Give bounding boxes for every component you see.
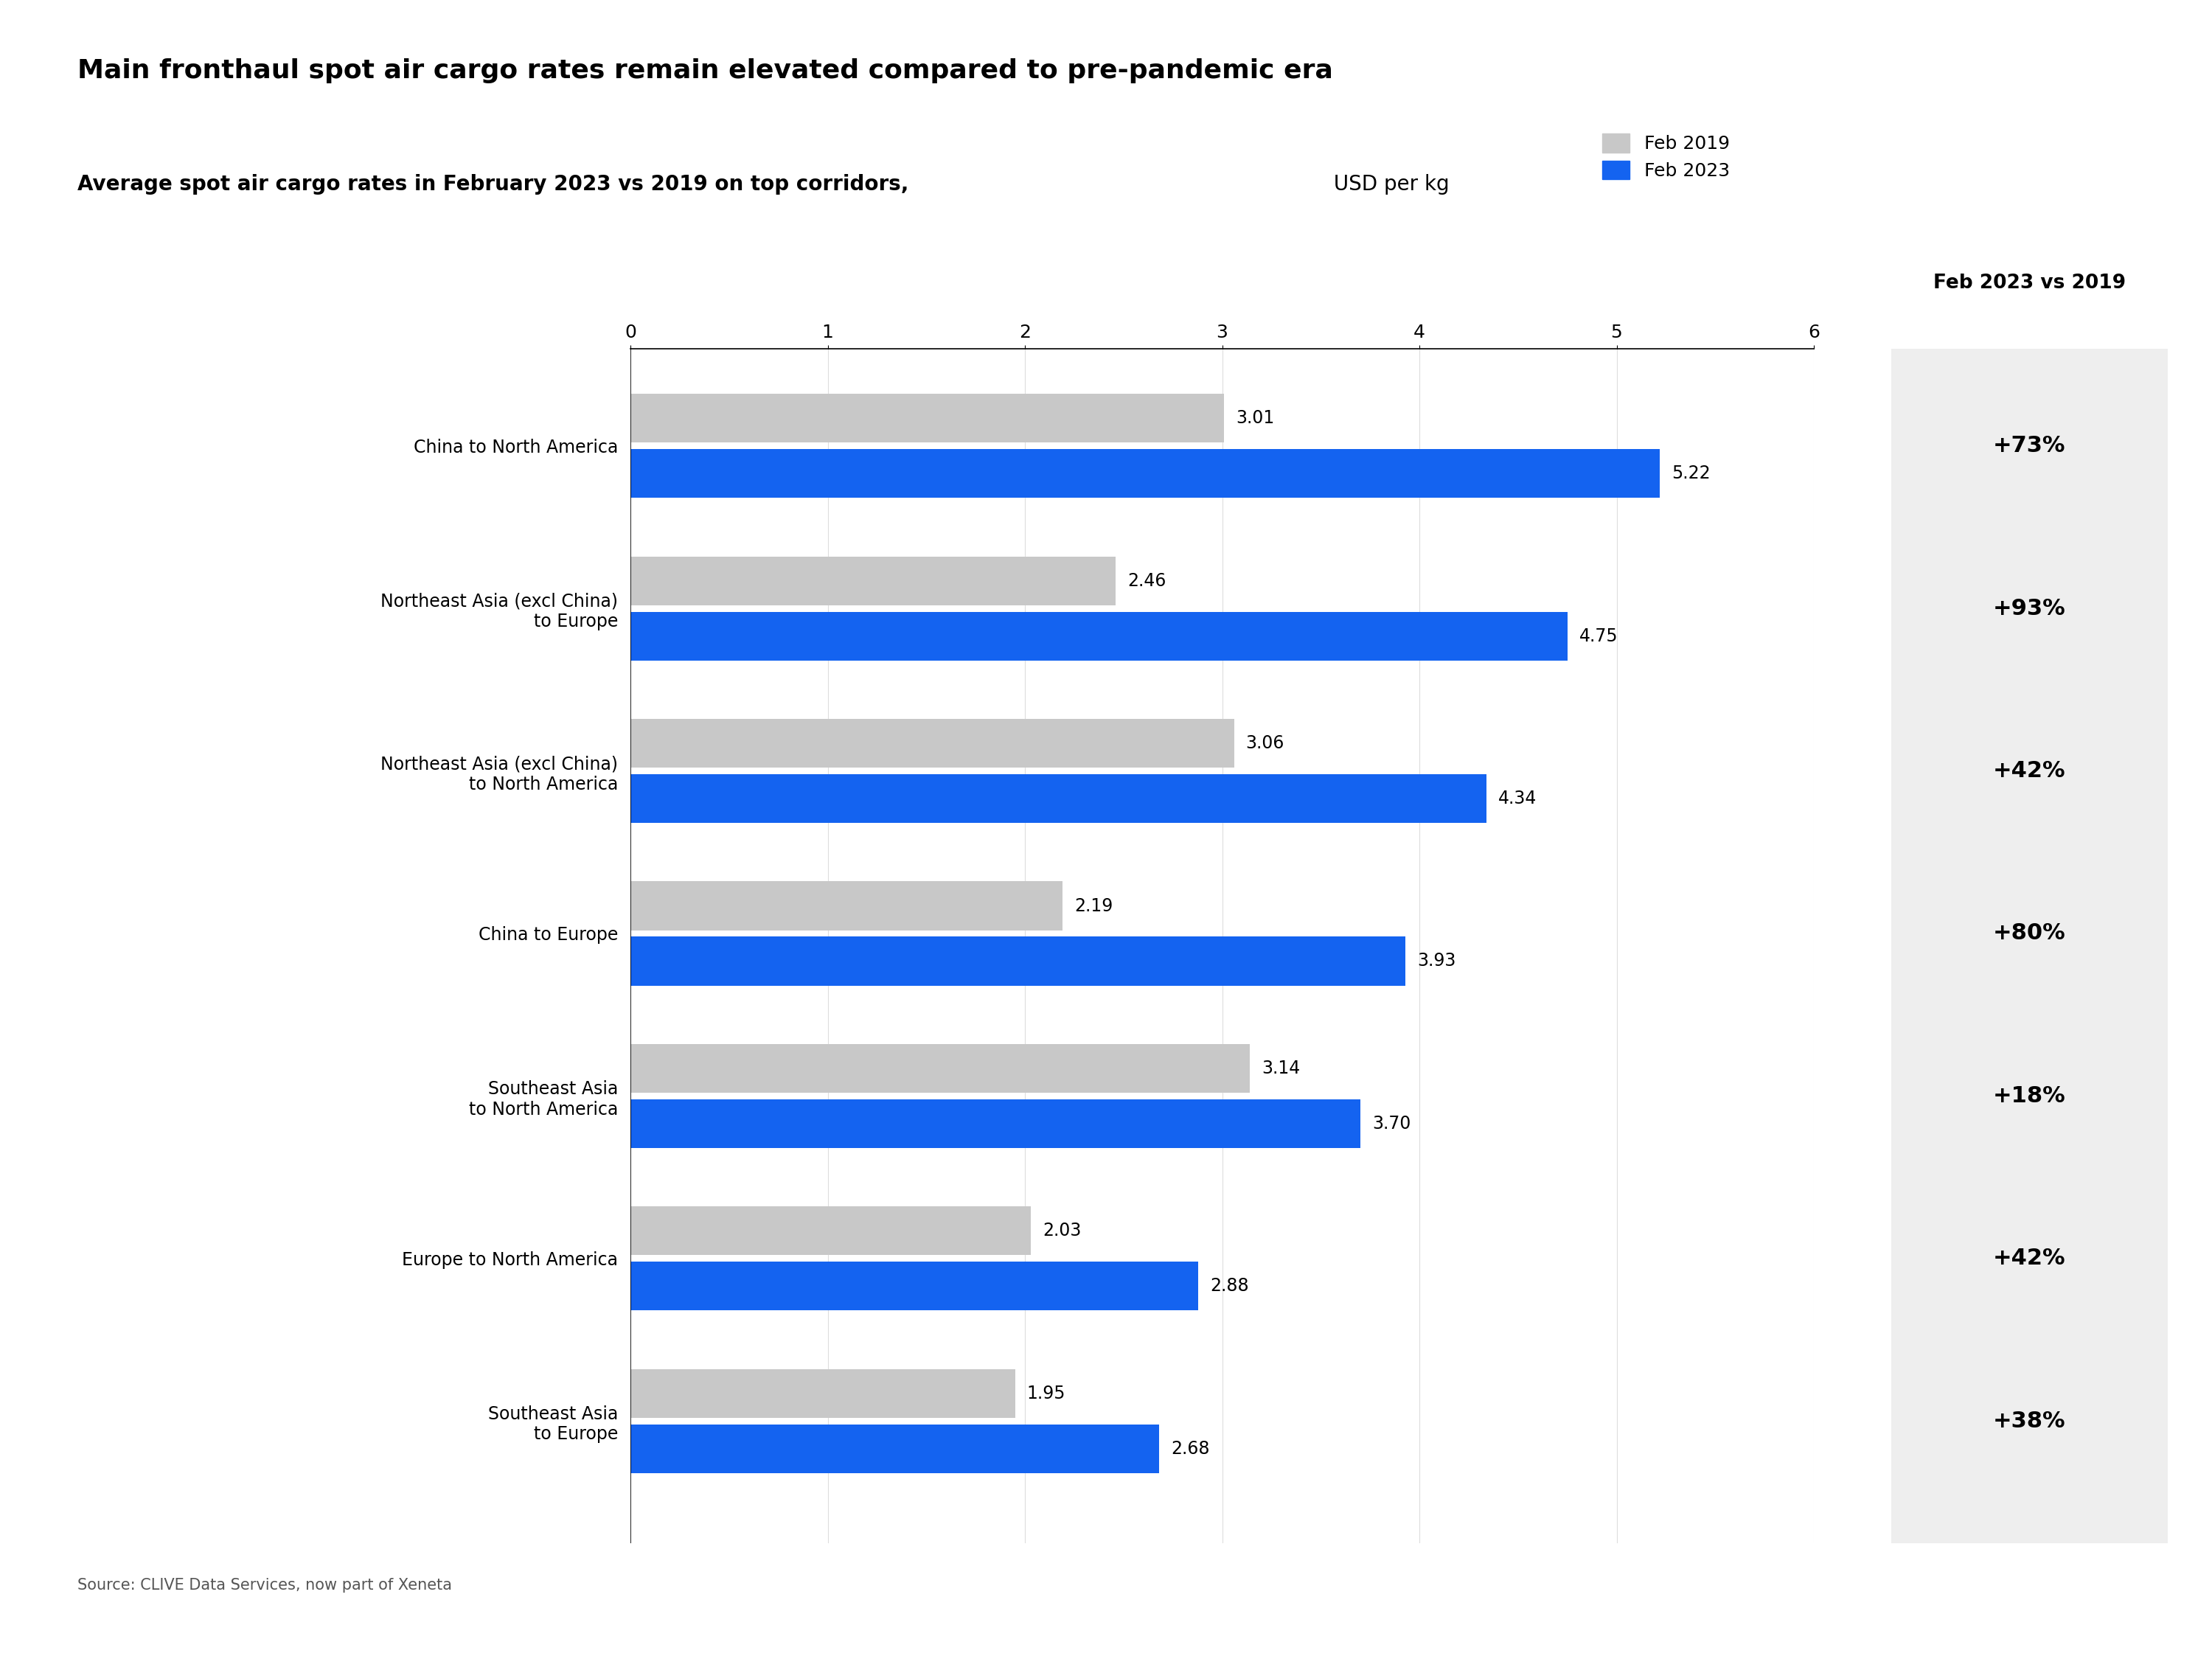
Text: Feb 2023 vs 2019: Feb 2023 vs 2019 [1933, 274, 2126, 294]
Bar [630, 1044, 1250, 1093]
Bar [630, 393, 1223, 443]
Text: 2.03: 2.03 [1042, 1223, 1082, 1239]
Text: 3.70: 3.70 [1371, 1115, 1411, 1133]
Bar [630, 775, 1486, 823]
Bar [630, 450, 1659, 498]
Text: 4.75: 4.75 [1579, 627, 1617, 645]
Text: 2.88: 2.88 [1210, 1277, 1250, 1296]
Text: Source: CLIVE Data Services, now part of Xeneta: Source: CLIVE Data Services, now part of… [77, 1578, 451, 1593]
Text: +93%: +93% [1993, 597, 2066, 619]
Text: 2.19: 2.19 [1075, 898, 1113, 914]
Text: +42%: +42% [1993, 760, 2066, 781]
Text: Main fronthaul spot air cargo rates remain elevated compared to pre-pandemic era: Main fronthaul spot air cargo rates rema… [77, 58, 1334, 83]
Text: 1.95: 1.95 [1026, 1385, 1066, 1402]
Legend: Feb 2019, Feb 2023: Feb 2019, Feb 2023 [1601, 134, 1730, 179]
Text: 3.14: 3.14 [1261, 1060, 1301, 1077]
Bar [630, 1369, 1015, 1418]
Bar [630, 718, 1234, 768]
Bar [630, 1100, 1360, 1148]
Bar [630, 937, 1405, 985]
Text: USD per kg: USD per kg [1327, 174, 1449, 194]
Bar [630, 612, 1568, 660]
Bar [630, 1262, 1199, 1311]
Text: +38%: +38% [1993, 1410, 2066, 1432]
Text: 4.34: 4.34 [1498, 790, 1537, 808]
Text: +73%: +73% [1993, 435, 2066, 456]
Text: 3.93: 3.93 [1418, 952, 1455, 971]
Bar [630, 1423, 1159, 1473]
Text: +42%: +42% [1993, 1248, 2066, 1269]
Text: 3.01: 3.01 [1237, 410, 1274, 426]
Text: 5.22: 5.22 [1672, 465, 1710, 483]
Text: +80%: +80% [1993, 922, 2066, 944]
Bar [630, 556, 1115, 606]
Text: 2.46: 2.46 [1128, 572, 1166, 589]
Text: 2.68: 2.68 [1170, 1440, 1210, 1458]
Bar [630, 881, 1062, 931]
Text: Average spot air cargo rates in February 2023 vs 2019 on top corridors,: Average spot air cargo rates in February… [77, 174, 909, 194]
Bar [630, 1206, 1031, 1256]
Text: +18%: +18% [1993, 1085, 2066, 1107]
Text: 3.06: 3.06 [1245, 735, 1285, 752]
